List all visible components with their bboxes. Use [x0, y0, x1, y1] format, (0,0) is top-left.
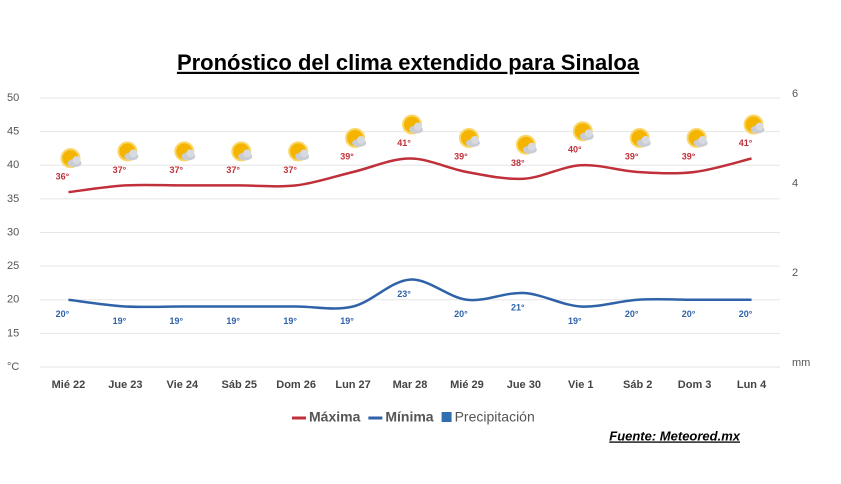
cloud: [755, 122, 764, 131]
weather-icon: [345, 127, 367, 148]
legend-label: Mínima: [385, 409, 433, 425]
data-label: 19°: [568, 316, 582, 326]
x-tick-label: Mié 22: [52, 379, 86, 391]
cloud: [129, 149, 138, 158]
y-tick-label: 40: [7, 159, 19, 171]
legend-label: Máxima: [309, 409, 361, 425]
weather-icon: [572, 121, 594, 142]
y-tick-label: 20: [7, 294, 19, 306]
cloud: [527, 142, 536, 151]
weather-icon: [629, 127, 651, 148]
data-label: 37°: [226, 165, 240, 175]
data-label: 37°: [283, 165, 297, 175]
chart-title: Pronóstico del clima extendido para Sina…: [177, 50, 640, 75]
data-label: 19°: [169, 316, 183, 326]
y-tick-label: °C: [7, 361, 19, 373]
x-tick-label: Mar 28: [393, 379, 428, 391]
x-tick-label: Lun 27: [335, 379, 370, 391]
weather-icon: [288, 141, 310, 162]
cloud: [300, 149, 309, 158]
data-label: 20°: [682, 309, 696, 319]
data-label: 20°: [56, 309, 70, 319]
y-tick-label: 35: [7, 193, 19, 205]
data-label: 38°: [511, 158, 525, 168]
data-label: 21°: [511, 302, 525, 312]
data-label: 41°: [397, 138, 411, 148]
data-label: 19°: [340, 316, 354, 326]
data-label: 39°: [682, 151, 696, 161]
cloud: [584, 129, 593, 138]
cloud: [72, 156, 81, 165]
y-tick-label: 15: [7, 327, 19, 339]
data-label: 36°: [56, 172, 70, 182]
x-tick-label: Sáb 25: [221, 379, 256, 391]
y-tick-label: 25: [7, 260, 19, 272]
cloud: [698, 135, 707, 144]
data-label: 41°: [739, 138, 753, 148]
cloud: [414, 122, 422, 131]
weather-icon: [743, 114, 765, 135]
y2-tick-label: 4: [792, 178, 798, 190]
x-tick-label: Jue 23: [108, 379, 142, 391]
data-label: 39°: [340, 151, 354, 161]
y-tick-label: 30: [7, 226, 19, 238]
y2-tick-label: 6: [792, 88, 798, 100]
data-label: 39°: [625, 151, 639, 161]
x-tick-label: Vie 24: [167, 379, 199, 391]
weather-icon: [515, 134, 537, 155]
data-label: 20°: [454, 309, 468, 319]
x-tick-label: Vie 1: [568, 379, 594, 391]
x-tick-label: Lun 4: [737, 379, 767, 391]
x-tick-label: Dom 26: [276, 379, 316, 391]
source: Fuente: Meteored.mx: [609, 428, 741, 443]
data-label: 37°: [113, 165, 127, 175]
data-label: 39°: [454, 151, 468, 161]
y2-tick-label: mm: [792, 357, 810, 369]
data-label: 23°: [397, 289, 411, 299]
data-label: 19°: [283, 316, 297, 326]
weather-icon: [60, 148, 82, 169]
y-tick-label: 50: [7, 92, 19, 104]
line-0: [68, 157, 752, 194]
data-label: 20°: [739, 309, 753, 319]
line-1: [68, 278, 752, 310]
x-tick-label: Mié 29: [450, 379, 484, 391]
legend-swatch: [441, 412, 452, 422]
data-label: 19°: [226, 316, 240, 326]
cloud: [186, 149, 195, 158]
weather-icon: [402, 114, 423, 135]
data-label: 40°: [568, 145, 582, 155]
x-tick-label: Sáb 2: [623, 379, 652, 391]
weather-icon: [458, 127, 480, 148]
y-tick-label: 45: [7, 126, 19, 138]
data-label: 19°: [113, 316, 127, 326]
cloud: [243, 149, 252, 158]
weather-icon: [231, 141, 253, 162]
cloud: [357, 135, 366, 144]
cloud: [470, 135, 479, 144]
y2-tick-label: 2: [792, 267, 798, 279]
x-tick-label: Dom 3: [678, 379, 712, 391]
data-label: 20°: [625, 309, 639, 319]
cloud: [641, 135, 650, 144]
x-tick-label: Jue 30: [507, 379, 541, 391]
weather-icon: [686, 127, 708, 148]
data-label: 37°: [169, 165, 183, 175]
weather-icon: [174, 141, 196, 162]
legend-label: Precipitación: [455, 409, 535, 425]
weather-icon: [117, 141, 139, 162]
